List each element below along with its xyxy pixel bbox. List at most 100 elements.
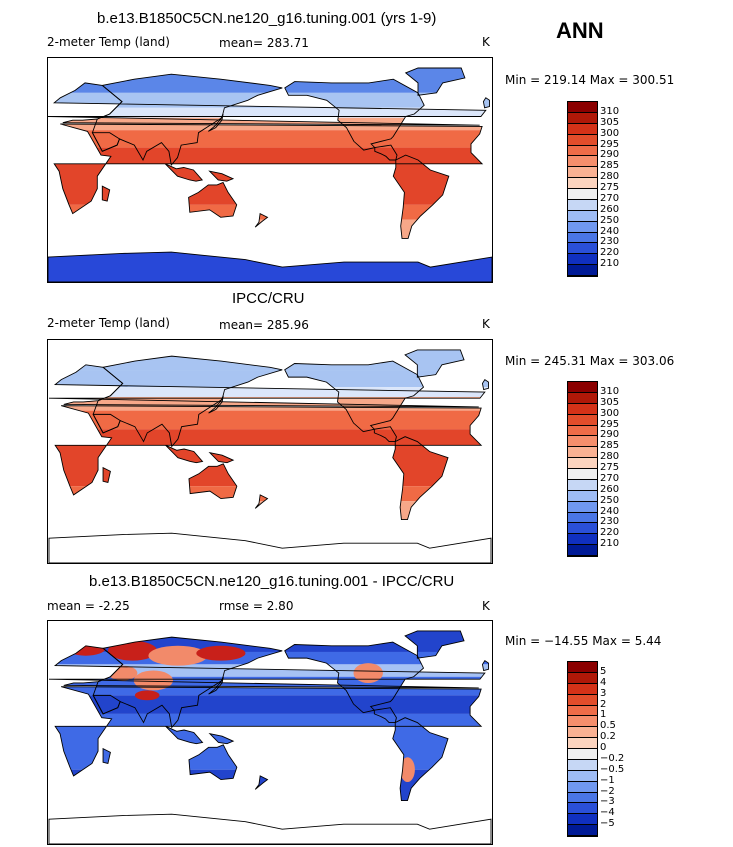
panel3-rmse: rmse = 2.80 <box>219 599 294 613</box>
climate-band <box>48 486 492 502</box>
colorbar-tick-label: −0.5 <box>600 763 625 775</box>
colorbar-tick-label: −2 <box>600 785 615 797</box>
coastline-greenland <box>404 67 466 96</box>
season-label: ANN <box>556 18 604 43</box>
coastline-uk <box>481 659 489 672</box>
colorbar-swatch <box>568 243 597 255</box>
anomaly-blob <box>353 663 383 683</box>
coastline-arabia <box>92 413 121 434</box>
panel2-left-label: 2-meter Temp (land) <box>47 316 170 330</box>
panel2-map <box>47 339 493 564</box>
colorbar-swatch <box>568 199 597 211</box>
coastline-europe <box>48 645 486 689</box>
climate-band <box>48 800 492 844</box>
colorbar-swatch <box>568 749 597 760</box>
colorbar-swatch <box>568 403 597 415</box>
panel2-units: K <box>482 317 490 331</box>
climate-band <box>48 501 492 526</box>
coastline-indonesia2 <box>208 732 235 745</box>
coastline-madagascar <box>101 185 111 202</box>
colorbar-swatch <box>568 178 597 189</box>
panel1-colorbar <box>567 101 598 277</box>
colorbar-swatch <box>568 436 597 448</box>
colorbar-tick-label: 1 <box>600 709 607 721</box>
colorbar-tick-label: 300 <box>600 407 620 419</box>
coastline-japan <box>208 676 224 695</box>
coastline-antarctica <box>48 251 492 282</box>
climate-band <box>48 107 492 118</box>
anomaly-blob <box>133 670 174 691</box>
colorbar-swatch <box>568 803 597 815</box>
anomaly-blob <box>107 665 138 681</box>
coastline-seasia <box>165 725 204 745</box>
colorbar-swatch <box>568 102 597 113</box>
coastline-japan <box>208 113 224 132</box>
panel3-map <box>47 620 493 845</box>
colorbar-swatch <box>568 770 597 782</box>
colorbar-swatch <box>568 545 597 556</box>
colorbar-swatch <box>568 759 597 771</box>
colorbar-tick-label: 270 <box>600 192 620 204</box>
coastline-camerica <box>374 144 398 161</box>
coastline-japan <box>208 395 224 414</box>
coastline-greenland <box>404 630 465 659</box>
panel1-map <box>47 57 493 283</box>
colorbar-tick-label: 0.5 <box>600 720 616 732</box>
coastline-seasia <box>165 444 204 464</box>
colorbar-tick-label: −3 <box>600 796 615 808</box>
coastline-australia <box>188 744 238 781</box>
colorbar-swatch <box>568 490 597 502</box>
colorbar-tick-label: 295 <box>600 418 620 430</box>
colorbar-tick-label: 305 <box>600 396 620 408</box>
coastline-uk <box>482 97 490 109</box>
colorbar-tick-label: 275 <box>600 462 620 473</box>
colorbar-swatch <box>568 123 597 135</box>
colorbar-swatch <box>568 447 597 459</box>
coastline-europe <box>48 364 486 408</box>
colorbar-tick-label: 310 <box>600 105 620 117</box>
coastline-uk <box>481 378 489 391</box>
climate-band <box>48 68 492 93</box>
colorbar-swatch <box>568 156 597 168</box>
colorbar-tick-label: 280 <box>600 451 620 463</box>
colorbar-tick-label: 220 <box>600 527 620 539</box>
colorbar-swatch <box>568 425 597 437</box>
panel3-colorbar <box>567 661 598 837</box>
coastline-africa <box>54 686 483 777</box>
panel3-title: b.e13.B1850C5CN.ne120_g16.tuning.001 - I… <box>89 573 455 590</box>
colorbar-swatch <box>568 254 597 266</box>
colorbar-tick-label: 250 <box>600 214 620 226</box>
climate-band <box>48 429 492 487</box>
colorbar-tick-label: 290 <box>600 429 620 441</box>
panel3-map-svg <box>48 630 492 844</box>
colorbar-tick-label: 230 <box>600 516 620 528</box>
coastline-samerica <box>392 154 450 239</box>
climate-band <box>48 244 492 282</box>
colorbar-swatch <box>568 382 597 393</box>
colorbar-tick-label: 3 <box>600 687 607 699</box>
colorbar-swatch <box>568 210 597 222</box>
panel2-mean: mean= 285.96 <box>219 318 309 332</box>
coastline-camerica <box>373 707 397 723</box>
colorbar-swatch <box>568 167 597 179</box>
panel1-map-svg <box>48 67 492 282</box>
coastline-australia <box>188 463 238 500</box>
climate-band <box>48 219 492 245</box>
coastline-seasia <box>164 163 204 182</box>
colorbar-tick-label: 260 <box>600 203 620 215</box>
colorbar-tick-label: −5 <box>600 818 615 830</box>
colorbar-swatch <box>568 672 597 684</box>
colorbar-swatch <box>568 534 597 546</box>
colorbar-tick-label: 210 <box>600 258 620 270</box>
colorbar-swatch <box>568 134 597 146</box>
colorbar-swatch <box>568 232 597 244</box>
coastline-africa <box>54 405 483 496</box>
anomaly-blob <box>107 640 158 661</box>
colorbar-tick-label: 0.2 <box>600 731 616 743</box>
panel2-title: IPCC/CRU <box>232 290 305 307</box>
colorbar-swatch <box>568 738 597 749</box>
colorbar-swatch <box>568 112 597 124</box>
colorbar-tick-label: −4 <box>600 807 615 819</box>
climate-band <box>48 349 492 371</box>
coastline-nz <box>254 775 269 790</box>
